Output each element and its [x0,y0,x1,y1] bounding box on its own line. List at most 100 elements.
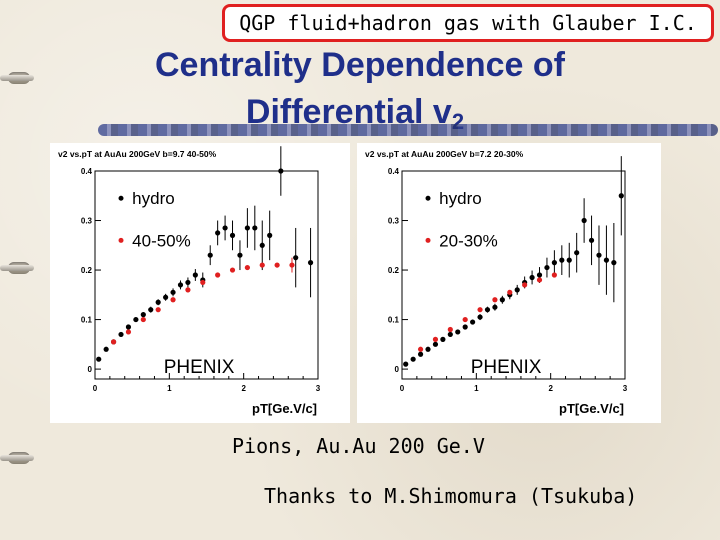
chart-20-30: v2 vs.pT at AuAu 200GeV b=7.2 20-30% 0 1 2 3… [365,149,628,416]
binder-ring-2 [0,265,34,271]
x-tick-label: 3 [623,384,628,393]
data-point [170,297,176,303]
hydro-point [470,319,476,325]
y-tick-label: 0.2 [81,266,93,275]
hydro-point [177,282,184,288]
y-tick-label: 0.3 [81,217,93,226]
data-point [551,272,557,278]
y-tick-label: 0 [395,365,400,374]
hydro-point [432,341,439,347]
hydro-point [574,250,580,256]
data-point [259,262,265,268]
hydro-point [278,168,284,174]
legend-data-label: 40-50% [132,231,191,250]
caption-pions: Pions, Au.Au 200 Ge.V [232,434,485,458]
hydro-point [603,257,610,263]
hydro-point [492,304,498,310]
hydro-point [588,237,595,243]
hydro-point [215,230,221,236]
hydro-point [222,225,228,231]
slide-title-line1: Centrality Dependence of [155,46,565,84]
data-point [492,297,498,303]
chart-title: v2 vs.pT at AuAu 200GeV b=9.7 40-50% [58,149,217,159]
hydro-point [252,225,258,231]
data-point [140,316,146,323]
x-tick-label: 3 [316,384,321,393]
hydro-point [618,193,624,199]
chart-panel-20-30: v2 vs.pT at AuAu 200GeV b=7.2 20-30% 0 1 2 3… [357,143,661,423]
hydro-point [118,331,124,338]
hydro-point [529,274,535,281]
hydro-point [259,242,265,248]
hydro-point [551,260,557,266]
y-tick-label: 0.3 [388,217,400,226]
x-tick-label: 2 [241,384,246,393]
x-tick-label: 0 [400,384,405,393]
legend-hydro-marker [425,195,431,201]
plot-frame [401,170,626,380]
hydro-point [229,232,236,238]
hydro-point [440,336,446,342]
x-axis-label: pT[Ge.V/c] [559,401,624,416]
legend-hydro-marker [118,195,124,201]
y-tick-label: 0 [88,365,93,374]
x-tick-label: 1 [167,384,172,393]
x-tick-label: 2 [548,384,553,393]
hydro-point [185,279,191,286]
annotation-phenix: PHENIX [471,357,542,378]
y-tick-label: 0.2 [388,266,400,275]
data-point [536,277,543,283]
data-point [477,307,483,313]
hydro-point [484,307,491,313]
hydro-point [455,329,461,335]
x-axis-label: pT[Ge.V/c] [252,401,317,416]
hydro-point [499,297,505,303]
data-point [200,279,206,286]
hydro-point [267,232,273,238]
data-point [229,267,236,273]
data-point [462,316,468,323]
hydro-point [207,252,213,258]
hydro-point [611,260,617,266]
hydro-point [566,257,572,263]
binder-ring-3 [0,455,34,461]
chart-panel-40-50: v2 vs.pT at AuAu 200GeV b=9.7 40-50% 0 1 2 3… [50,143,350,423]
hydro-point [403,361,409,367]
hydro-point [125,324,132,330]
data-point [215,272,221,278]
hydro-point [417,351,424,357]
hydro-point [140,312,146,318]
data-point [417,346,424,352]
hydro-point [447,331,453,338]
y-tick-label: 0.4 [388,167,400,176]
chart-40-50: v2 vs.pT at AuAu 200GeV b=9.7 40-50% 0 1 2 3… [58,146,321,416]
hydro-point [237,252,243,258]
banner-text: QGP fluid+hadron gas with Glauber I.C. [239,11,697,35]
data-point [244,264,250,271]
data-point [155,307,161,313]
data-point [110,339,117,345]
title-underline-brush [98,124,718,136]
hydro-point [96,356,102,362]
hydro-point [148,307,154,313]
data-point [274,262,280,268]
data-point [432,336,439,342]
hydro-point [103,346,109,352]
hydro-point [559,257,565,263]
hydro-point [581,217,587,224]
hydro-point [307,260,314,266]
hydro-point [596,252,602,258]
hydro-point [163,294,169,300]
legend-hydro-label: hydro [439,189,482,208]
hydro-point [514,287,520,293]
y-tick-label: 0.4 [81,167,93,176]
data-point [522,282,528,288]
x-tick-label: 1 [474,384,479,393]
hydro-point [170,289,176,295]
hydro-point [293,255,299,261]
hydro-point [425,346,431,352]
data-point [289,262,295,268]
hydro-point [544,264,550,271]
hydro-point [192,272,198,278]
binder-ring-1 [0,75,34,81]
